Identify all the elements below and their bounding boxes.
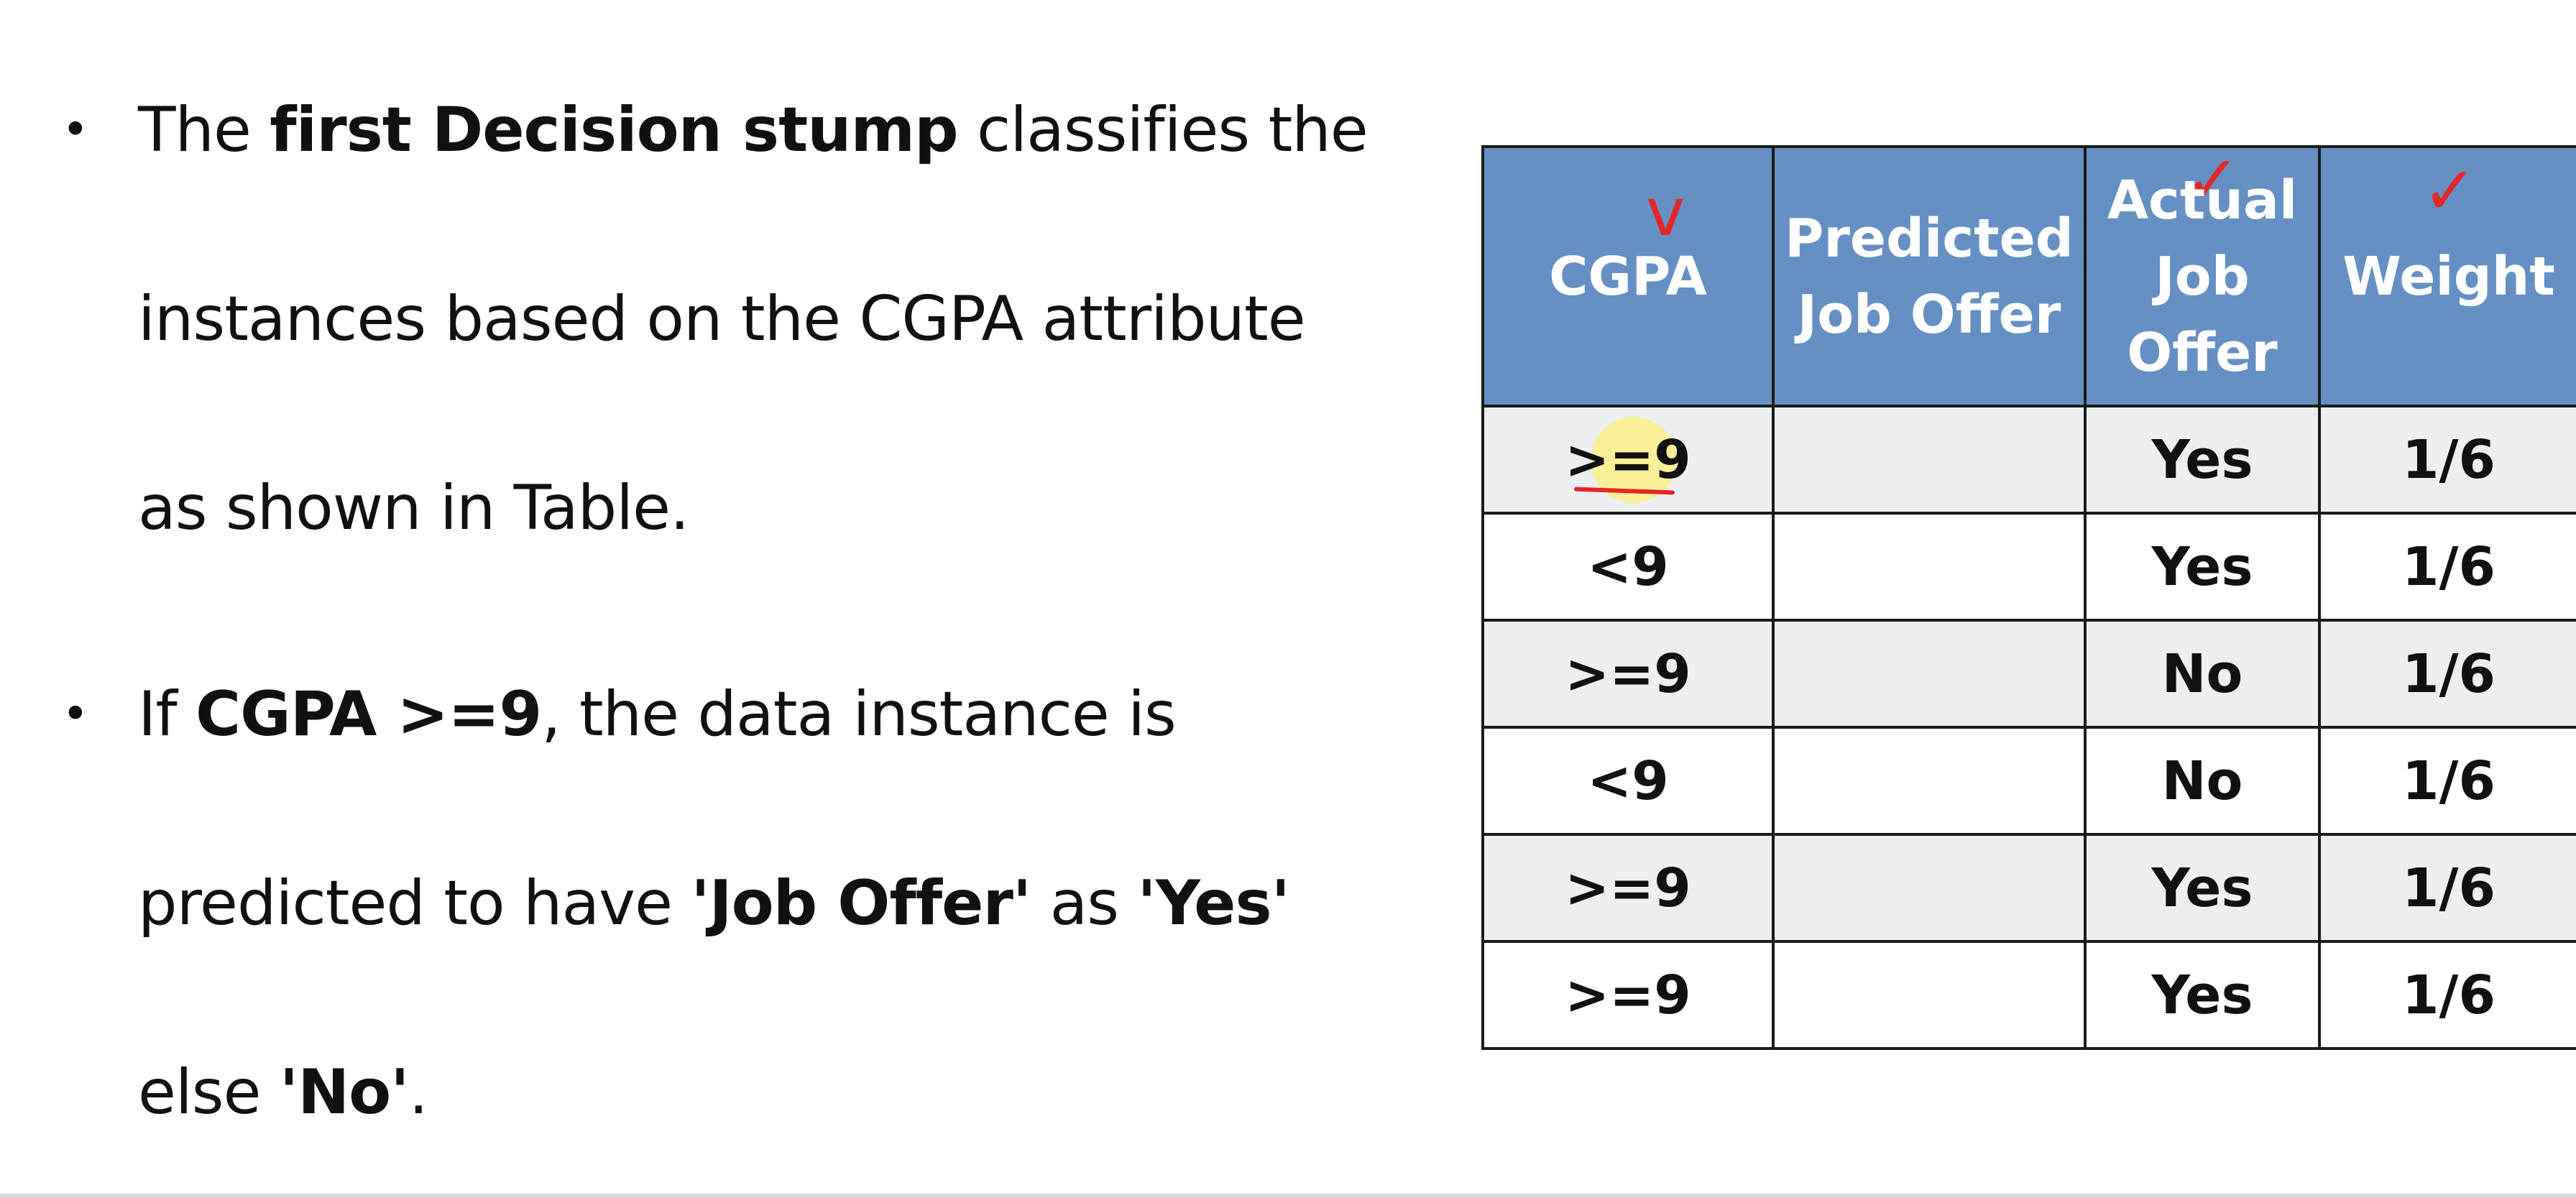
bullet-2-line-2-part-2: 'Job Offer' [691, 867, 1031, 939]
bullet-item-2: • If CGPA >=9, the data instance is pred… [62, 620, 1449, 1187]
bullet-1-line-1: The first Decision stump classifies the [138, 36, 1449, 225]
bottom-divider [0, 1194, 2576, 1198]
header-predicted-job-offer-label: Predicted Job Offer [1785, 207, 2074, 346]
table-cell-cgpa: >=9 [1481, 405, 1775, 515]
table-cell-weight: 1/6 [2318, 833, 2576, 943]
header-cgpa: CGPA [1481, 145, 1775, 407]
table-cell-actual: No [2084, 726, 2321, 836]
table-cell-predicted [1772, 726, 2087, 836]
bullet-2-line-1: If CGPA >=9, the data instance is [138, 620, 1449, 809]
bullet-2-part-1: If [138, 678, 196, 750]
table-cell-weight: 1/6 [2318, 726, 2576, 836]
table-cell-actual: Yes [2084, 512, 2321, 622]
table-cell-predicted [1772, 405, 2087, 515]
table-row: >=9 Yes 1/6 [1481, 940, 2576, 1050]
cell-text: >=9 [1565, 857, 1691, 919]
cell-text: No [2161, 750, 2243, 812]
bullet-1-part-2: first Decision stump [270, 94, 958, 166]
header-weight: Weight [2318, 145, 2576, 407]
table-row: >=9 Yes 1/6 [1481, 833, 2576, 943]
bullet-2-line-3-part-3: . [408, 1056, 428, 1128]
bullet-2-part-2: CGPA >=9 [195, 678, 542, 750]
table-cell-actual: Yes [2084, 940, 2321, 1050]
bullet-list: • The first Decision stump classifies th… [62, 88, 1449, 1187]
table-cell-predicted [1772, 833, 2087, 943]
cell-text: <9 [1587, 535, 1669, 598]
bullet-1-part-1: The [138, 94, 270, 166]
table-cell-weight: 1/6 [2318, 940, 2576, 1050]
header-actual-job-offer: Actual Job Offer [2084, 145, 2321, 407]
cell-text: 1/6 [2401, 857, 2496, 919]
bullet-item-1: • The first Decision stump classifies th… [62, 36, 1449, 603]
table-header: CGPA Predicted Job Offer Actual Job Offe… [1481, 145, 2576, 407]
cell-text: 1/6 [2401, 642, 2496, 705]
table-row: <9 No 1/6 [1481, 726, 2576, 836]
cell-text: 1/6 [2401, 964, 2496, 1026]
cell-text: No [2161, 642, 2243, 705]
bullet-2-line-2-part-3: as [1031, 867, 1138, 939]
table-body: >=9 Yes 1/6 <9 Yes 1/6 >=9 No 1/6 [1481, 405, 2576, 1050]
cell-text: 1/6 [2401, 428, 2496, 491]
table-cell-cgpa: >=9 [1481, 619, 1775, 729]
cell-text: Yes [2151, 428, 2253, 491]
bullet-1-part-3: classifies the [957, 94, 1368, 166]
table-header-row: CGPA Predicted Job Offer Actual Job Offe… [1481, 145, 2576, 407]
bullet-1-line-2: instances based on the CGPA attribute [138, 283, 1306, 355]
table-cell-predicted [1772, 619, 2087, 729]
bullet-2-part-3: , the data instance is [541, 678, 1177, 750]
bullet-dot-icon: • [62, 103, 89, 157]
table-cell-cgpa: <9 [1481, 726, 1775, 836]
header-predicted-job-offer: Predicted Job Offer [1772, 145, 2087, 407]
cell-text: Yes [2151, 964, 2253, 1026]
cell-text: >=9 [1565, 964, 1691, 1026]
table-cell-predicted [1772, 512, 2087, 622]
bullet-2-line-3: else 'No'. [138, 998, 1449, 1187]
cell-text: >=9 [1565, 428, 1691, 491]
table-cell-actual: Yes [2084, 405, 2321, 515]
bullet-2-line-2: predicted to have 'Job Offer' as 'Yes' [138, 809, 1449, 998]
table-cell-actual: No [2084, 619, 2321, 729]
table-row: >=9 No 1/6 [1481, 619, 2576, 729]
table-cell-actual: Yes [2084, 833, 2321, 943]
header-weight-label: Weight [2342, 245, 2555, 308]
bullet-2-line-2-part-4: 'Yes' [1137, 867, 1290, 939]
table-cell-cgpa: <9 [1481, 512, 1775, 622]
table-cell-weight: 1/6 [2318, 405, 2576, 515]
table-cell-weight: 1/6 [2318, 512, 2576, 622]
bullet-2-line-3-part-1: else [138, 1056, 280, 1128]
cell-text: 1/6 [2401, 535, 2496, 598]
bullet-2-line-3-part-2: 'No' [279, 1056, 410, 1128]
cell-text: <9 [1587, 750, 1669, 812]
bullet-dot-icon: • [62, 688, 89, 741]
table-row: >=9 Yes 1/6 [1481, 405, 2576, 515]
header-actual-job-offer-label: Actual Job Offer [2107, 169, 2298, 384]
table-row: <9 Yes 1/6 [1481, 512, 2576, 622]
table-cell-predicted [1772, 940, 2087, 1050]
cell-text: >=9 [1565, 642, 1691, 705]
cell-text: Yes [2151, 535, 2253, 598]
decision-stump-table-container: CGPA Predicted Job Offer Actual Job Offe… [1481, 145, 2576, 1050]
bullet-2-line-2-part-1: predicted to have [138, 867, 691, 939]
decision-stump-table: CGPA Predicted Job Offer Actual Job Offe… [1481, 145, 2576, 1050]
cell-text: 1/6 [2401, 750, 2496, 812]
cell-text: Yes [2151, 857, 2253, 919]
table-cell-weight: 1/6 [2318, 619, 2576, 729]
table-cell-cgpa: >=9 [1481, 833, 1775, 943]
table-cell-cgpa: >=9 [1481, 940, 1775, 1050]
bullet-1-line-3: as shown in Table. [138, 472, 689, 544]
header-cgpa-label: CGPA [1549, 245, 1707, 308]
